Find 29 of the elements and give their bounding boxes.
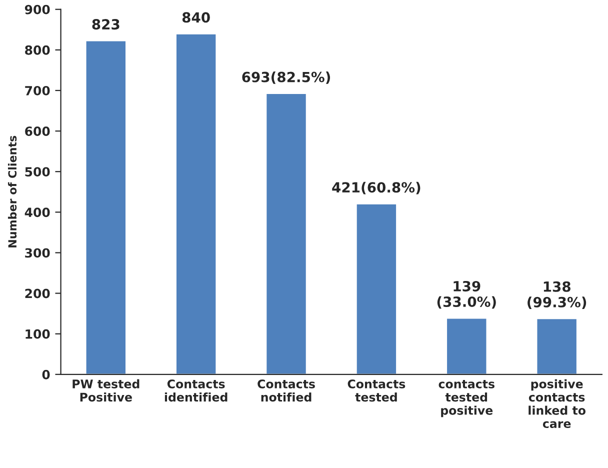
x-tick-label: contacts tested positive — [438, 380, 494, 418]
x-tick-label: Contacts identified — [164, 379, 228, 402]
bar — [536, 318, 578, 374]
data-label: 138 (99.3%) — [528, 281, 586, 310]
bar — [446, 317, 488, 374]
bar — [265, 92, 308, 374]
x-tick-label: Contacts notified — [258, 379, 315, 402]
y-tick-label: 300 — [25, 248, 50, 258]
bar — [175, 33, 218, 374]
y-tick-label: 800 — [25, 45, 50, 55]
y-tick-label: 600 — [25, 126, 50, 136]
data-label: 139 (33.0%) — [437, 280, 496, 309]
x-tick-label: Contacts tested — [348, 379, 406, 402]
y-tick-label: 0 — [42, 370, 50, 380]
y-tick-label: 400 — [24, 208, 50, 218]
y-tick-label: 200 — [25, 288, 50, 298]
y-tick-label: 700 — [25, 86, 50, 96]
data-label: 693(82.5%) — [242, 72, 330, 84]
bar — [355, 202, 398, 374]
y-tick-label: 900 — [24, 4, 50, 14]
y-tick-label: 500 — [25, 167, 50, 177]
x-tick-label: positive contacts linked to care — [528, 379, 586, 428]
y-tick-label: 100 — [26, 329, 50, 339]
y-axis-title: Number of Clients — [8, 136, 17, 248]
x-tick-label: PW tested Positive — [72, 379, 140, 402]
data-label: 840 — [182, 12, 210, 23]
data-label: 421(60.8%) — [332, 182, 420, 194]
data-label: 823 — [92, 19, 120, 30]
bar — [84, 40, 127, 374]
